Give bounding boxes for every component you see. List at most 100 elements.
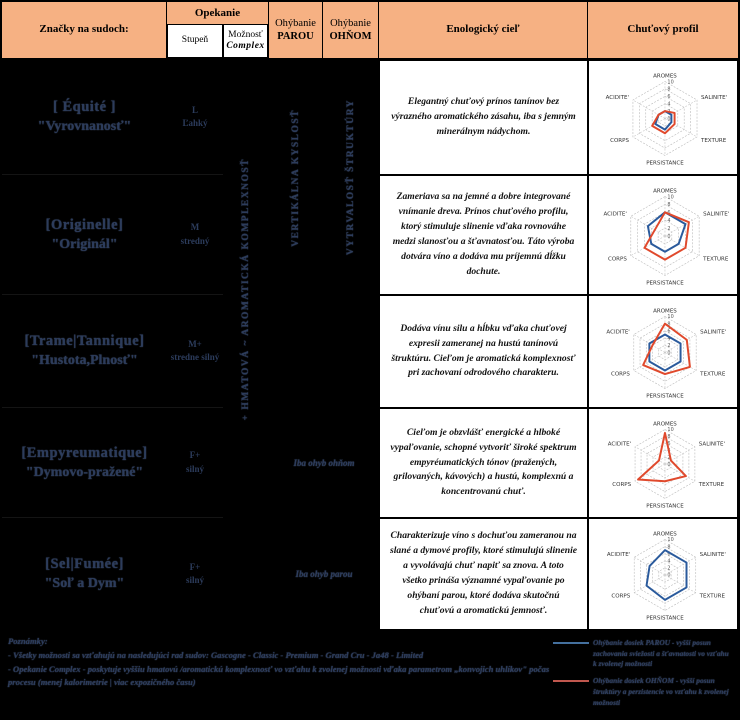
row-trame-degree: M+ stredne silný: [167, 295, 223, 408]
header-profile-label: Chuťový profil: [627, 23, 699, 36]
header-degree-label: Stupeň: [181, 35, 209, 46]
row-empyreumatique-mark: [Empyreumatique] "Dymovo-pražené": [2, 408, 167, 518]
row-sel-fumee-bend-note: Iba ohyb parou: [269, 518, 379, 630]
radar-chart-sel-fumee: 0 2 4 6 8 10 AROMES SALINITE' TEXTURE PERSISTANCE…: [588, 518, 738, 630]
vertical-label-complex-text: + HMATOVÁ ~ AROMATICKÁ KOMPLEXNOSŤ: [241, 157, 251, 421]
header-steam-bending: Ohýbanie PAROU: [269, 2, 323, 60]
radar-chart-originelle: 0 2 4 6 8 10 AROMES SALINITE' TEXTURE PERSISTANCE…: [588, 175, 738, 295]
goal-text: Zameriava sa na jemné a dobre integrovan…: [392, 191, 575, 277]
row-equite-mark-fr: [ Équité ]: [53, 99, 116, 115]
row-equite-degree: L Ľahký: [167, 60, 223, 175]
footnote-barrel-range: - Všetky možnosti sa vzťahujú na nasledu…: [8, 649, 424, 660]
legend-line-fire: [553, 680, 589, 683]
legend-item-steam: Ohýbanie dosiek PAROU - vyšší posun zach…: [553, 638, 732, 670]
degree-code: L: [191, 104, 198, 115]
row-empyreumatique-mark-sk: "Dymovo-pražené": [25, 464, 144, 480]
goal-text: Charakterizuje víno s dochuťou zameranou…: [390, 530, 577, 616]
header-profile: Chuťový profil: [588, 2, 738, 60]
header-fire-line1: Ohýbanie: [330, 17, 371, 29]
goal-text: Cieľom je obzvlášť energické a hlboké vy…: [390, 426, 577, 498]
degree-code: F+: [189, 561, 201, 572]
vertical-label-complex: + HMATOVÁ ~ AROMATICKÁ KOMPLEXNOSŤ: [223, 60, 269, 518]
svg-text:PERSISTANCE: PERSISTANCE: [646, 503, 684, 509]
legend-text-fire: Ohýbanie dosiek OHŇOM - vyšší posun štru…: [593, 676, 729, 707]
svg-text:CORPS: CORPS: [608, 257, 627, 263]
svg-text:4: 4: [667, 559, 670, 565]
svg-text:AROMES: AROMES: [653, 309, 677, 315]
header-steam-line2: PAROU: [277, 31, 314, 42]
svg-text:ACIDITE': ACIDITE': [606, 329, 629, 335]
row-empyreumatique-degree: F+ silný: [167, 408, 223, 518]
svg-text:4: 4: [667, 101, 670, 107]
footnotes: Poznámky: - Všetky možnosti sa vzťahujú …: [8, 635, 553, 720]
svg-text:CORPS: CORPS: [611, 371, 630, 377]
row-trame-mark-fr: [Trame|Tannique]: [24, 333, 145, 349]
svg-text:AROMES: AROMES: [653, 532, 677, 538]
svg-text:SALINITE': SALINITE': [700, 329, 726, 335]
row-originelle-degree: M stredný: [167, 175, 223, 295]
radar-chart-equite: 0 2 4 6 8 10 AROMES SALINITE' TEXTURE PERSISTANCE…: [588, 60, 738, 175]
svg-text:TEXTURE: TEXTURE: [699, 594, 726, 600]
row-sel-fumee-degree: F+ silný: [167, 518, 223, 630]
vertical-label-fire: VYTRVALOSŤ ŠTRUKTÚRY: [323, 60, 379, 295]
row-trame-mark: [Trame|Tannique] "Hustota,Plnosť": [2, 295, 167, 408]
vertical-label-steam: VERTIKÁLNA KYSLOSŤ: [269, 60, 323, 295]
header-toasting-group: Opekanie Stupeň Možnosť Complex: [167, 2, 269, 60]
header-toasting-subrow: Stupeň Možnosť Complex: [167, 24, 268, 58]
row-empyreumatique-mark-fr: [Empyreumatique]: [21, 444, 148, 461]
footer: Poznámky: - Všetky možnosti sa vzťahujú …: [2, 630, 738, 720]
radar-chart-trame: 0 2 4 6 8 10 AROMES SALINITE' TEXTURE PERSISTANCE…: [588, 295, 738, 408]
degree-code: F+: [189, 450, 201, 460]
row-empyreumatique-goal: Cieľom je obzvlášť energické a hlboké vy…: [379, 408, 588, 518]
svg-text:CORPS: CORPS: [610, 138, 629, 144]
svg-text:10: 10: [667, 314, 673, 320]
svg-text:6: 6: [667, 551, 670, 557]
svg-text:2: 2: [667, 455, 670, 461]
svg-text:2: 2: [667, 566, 670, 572]
svg-text:AROMES: AROMES: [653, 422, 677, 428]
svg-text:TEXTURE: TEXTURE: [702, 257, 729, 263]
header-degree: Stupeň: [167, 24, 223, 58]
svg-text:SALINITE': SALINITE': [699, 442, 725, 448]
svg-text:ACIDITE': ACIDITE': [606, 95, 629, 101]
degree-label: silný: [185, 575, 204, 585]
row-sel-fumee-goal: Charakterizuje víno s dochuťou zameranou…: [379, 518, 588, 630]
svg-text:ACIDITE': ACIDITE': [608, 442, 631, 448]
degree-label: stredne silný: [170, 352, 220, 362]
svg-text:10: 10: [667, 537, 673, 543]
svg-text:8: 8: [667, 434, 670, 440]
row-originelle-mark-sk: "Originál": [51, 236, 118, 252]
header-steam-line1: Ohýbanie: [275, 17, 316, 29]
header-toasting: Opekanie: [194, 7, 241, 19]
svg-text:PERSISTANCE: PERSISTANCE: [646, 160, 684, 166]
svg-text:PERSISTANCE: PERSISTANCE: [646, 280, 684, 286]
svg-text:6: 6: [667, 441, 670, 447]
svg-text:8: 8: [667, 321, 670, 327]
svg-text:8: 8: [667, 87, 670, 93]
header-fire-line2: OHŇOM: [329, 31, 372, 42]
svg-text:4: 4: [667, 218, 670, 224]
header-complex: Možnosť Complex: [223, 24, 268, 58]
svg-text:2: 2: [667, 226, 670, 232]
radar-chart-empyreumatique: 0 2 4 6 8 10 AROMES SALINITE' TEXTURE PERSISTANCE…: [588, 408, 738, 518]
svg-text:2: 2: [667, 343, 670, 349]
svg-text:0: 0: [667, 234, 670, 240]
legend-text-steam: Ohýbanie dosiek PAROU - vyšší posun zach…: [593, 638, 729, 669]
svg-text:0: 0: [667, 573, 670, 579]
svg-text:TEXTURE: TEXTURE: [699, 371, 726, 377]
degree-code: M: [190, 222, 200, 232]
degree-code: M+: [188, 338, 202, 349]
chart-legend: Ohýbanie dosiek PAROU - vyšší posun zach…: [553, 635, 732, 720]
row-equite-goal: Elegantný chuťový prínos tanínov bez výr…: [379, 60, 588, 175]
header-complex-line1: Možnosť: [228, 29, 263, 40]
bend-note-text: Iba ohyb ohňom: [293, 458, 355, 468]
header-complex-line2: Complex: [226, 41, 265, 51]
row-originelle-mark: [Originelle] "Originál": [2, 175, 167, 295]
svg-text:SALINITE': SALINITE': [701, 95, 727, 101]
row-originelle-mark-fr: [Originelle]: [45, 216, 124, 233]
svg-text:CORPS: CORPS: [612, 482, 631, 488]
svg-text:6: 6: [667, 94, 670, 100]
row-empyreumatique-bend-note: Iba ohyb ohňom: [269, 408, 379, 518]
row-sel-fumee-mark: [Sel|Fumée] "Soľ a Dym": [2, 518, 167, 630]
